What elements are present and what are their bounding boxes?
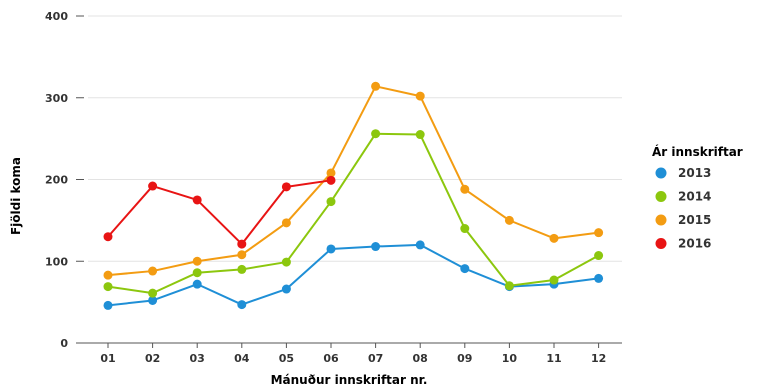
legend-label: 2013	[678, 166, 711, 180]
data-point[interactable]	[281, 218, 291, 228]
data-point[interactable]	[504, 281, 514, 291]
x-tick-label: 01	[100, 352, 115, 365]
data-point[interactable]	[281, 182, 291, 192]
data-point[interactable]	[148, 288, 158, 298]
data-point[interactable]	[237, 300, 247, 310]
data-point[interactable]	[594, 228, 604, 238]
x-tick-label: 03	[190, 352, 205, 365]
data-point[interactable]	[103, 270, 113, 280]
legend-item-2013[interactable]: 2013	[655, 166, 712, 180]
x-tick-label: 02	[145, 352, 160, 365]
x-axis-title: Mánuður innskriftar nr.	[271, 373, 428, 387]
data-point[interactable]	[192, 256, 202, 266]
data-point[interactable]	[281, 257, 291, 267]
data-point[interactable]	[192, 195, 202, 205]
legend[interactable]: Ár innskriftar 2013 2014 2015 2016	[652, 144, 743, 251]
legend-item-2014[interactable]: 2014	[655, 190, 712, 204]
y-tick-label: 0	[60, 337, 68, 350]
series-lines	[103, 81, 604, 310]
data-point[interactable]	[148, 266, 158, 276]
gridlines	[88, 15, 622, 262]
data-point[interactable]	[148, 181, 158, 191]
legend-marker	[655, 191, 667, 202]
data-point[interactable]	[594, 251, 604, 261]
x-tick-label: 06	[323, 352, 339, 365]
legend-label: 2016	[678, 237, 711, 251]
x-tick-label: 07	[368, 352, 383, 365]
y-axis-title: Fjöldi koma	[9, 157, 23, 235]
legend-items[interactable]: 2013 2014 2015 2016	[655, 166, 712, 251]
data-point[interactable]	[326, 175, 336, 185]
legend-title: Ár innskriftar	[652, 144, 743, 159]
data-point[interactable]	[415, 91, 425, 101]
legend-item-2015[interactable]: 2015	[655, 213, 712, 227]
series-2014[interactable]	[103, 129, 604, 298]
data-point[interactable]	[594, 273, 604, 283]
data-point[interactable]	[281, 284, 291, 294]
data-point[interactable]	[460, 184, 470, 194]
y-tick-label: 300	[45, 92, 68, 105]
data-point[interactable]	[415, 130, 425, 140]
data-point[interactable]	[148, 295, 158, 305]
series-line[interactable]	[107, 132, 600, 295]
data-point[interactable]	[415, 240, 425, 250]
series-2015[interactable]	[103, 81, 604, 280]
x-tick-label: 10	[502, 352, 518, 365]
legend-label: 2015	[678, 213, 711, 227]
series-line[interactable]	[107, 243, 599, 307]
y-tick-label: 200	[45, 174, 68, 187]
data-point[interactable]	[237, 250, 247, 260]
data-point[interactable]	[103, 232, 113, 242]
axes: 0 100 200 300 400 01 02 03 04 05 06 07 08 09 10 11 12	[45, 10, 622, 365]
x-tick-label: 09	[457, 352, 472, 365]
x-tick-label: 12	[591, 352, 606, 365]
data-point[interactable]	[192, 268, 202, 278]
legend-marker	[655, 238, 667, 249]
data-point[interactable]	[103, 300, 113, 310]
legend-item-2016[interactable]: 2016	[655, 237, 712, 251]
x-tick-label: 11	[546, 352, 561, 365]
legend-marker	[655, 214, 667, 226]
data-point[interactable]	[237, 264, 247, 274]
data-point[interactable]	[549, 233, 559, 243]
data-point[interactable]	[326, 244, 336, 254]
y-tick-label: 400	[45, 10, 68, 23]
data-point[interactable]	[192, 279, 202, 289]
x-tick-label: 05	[279, 352, 294, 365]
data-point[interactable]	[504, 215, 514, 225]
data-point[interactable]	[103, 282, 113, 292]
series-2016[interactable]	[103, 175, 336, 249]
data-point[interactable]	[371, 242, 381, 252]
data-point[interactable]	[371, 129, 381, 139]
data-point[interactable]	[326, 197, 336, 207]
x-tick-label: 08	[413, 352, 428, 365]
series-line[interactable]	[107, 179, 332, 246]
data-point[interactable]	[549, 275, 559, 285]
y-tick-label: 100	[45, 255, 68, 268]
data-point[interactable]	[460, 264, 470, 274]
legend-marker	[655, 167, 667, 179]
data-point[interactable]	[237, 239, 247, 249]
data-point[interactable]	[326, 168, 336, 178]
data-point[interactable]	[371, 81, 381, 91]
series-line[interactable]	[107, 85, 599, 277]
data-point[interactable]	[460, 224, 470, 234]
x-tick-label: 04	[234, 352, 250, 365]
legend-label: 2014	[678, 190, 711, 204]
series-2013[interactable]	[103, 240, 604, 310]
